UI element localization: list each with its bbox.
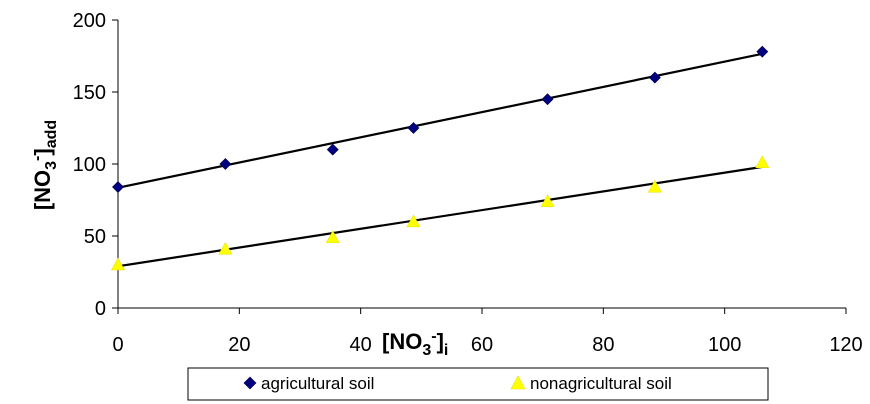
point-series-0	[112, 181, 124, 193]
x-tick-label: 100	[708, 334, 741, 356]
y-axis-label: [NO3-]add	[29, 120, 60, 210]
x-label-tail: i	[444, 342, 448, 359]
trendlines	[117, 52, 763, 268]
legend-label-agricultural: agricultural soil	[261, 374, 374, 393]
point-series-0	[326, 143, 339, 156]
point-series-0	[648, 71, 661, 84]
y-tick-labels: 0 50 100 150 200	[73, 10, 106, 320]
point-series-0	[756, 45, 769, 58]
x-axis-label: [NO3-]i	[382, 328, 448, 359]
x-tick-label: 40	[350, 334, 372, 356]
x-label-main: [NO	[382, 329, 422, 354]
legend-label-nonagricultural: nonagricultural soil	[530, 374, 672, 393]
y-tick-label: 150	[73, 82, 106, 104]
legend-marker-agricultural	[243, 376, 257, 390]
y-label-tail: add	[43, 120, 60, 148]
y-tick-label: 50	[84, 226, 106, 248]
markers	[110, 45, 770, 271]
x-label-sub: 3	[422, 342, 431, 359]
x-tick-label: 20	[228, 334, 250, 356]
y-label-close: ]	[30, 148, 55, 155]
legend-box	[187, 367, 769, 401]
trendline-series-1	[117, 165, 763, 268]
y-label-sup: -	[29, 156, 46, 161]
point-series-1	[218, 241, 233, 255]
point-series-1	[755, 155, 770, 169]
y-tick-label: 100	[73, 154, 106, 176]
x-tick-label: 0	[112, 334, 123, 356]
point-series-0	[541, 93, 554, 106]
x-tick-label: 80	[592, 334, 614, 356]
y-label-main: [NO	[30, 170, 55, 210]
y-tick-label: 0	[95, 298, 106, 320]
point-series-1	[110, 257, 126, 271]
trendline-series-0	[117, 52, 763, 189]
point-series-1	[406, 214, 421, 228]
point-series-0	[219, 158, 232, 170]
y-label-sub: 3	[43, 161, 60, 170]
x-label-sup: -	[431, 328, 436, 345]
point-series-0	[407, 122, 420, 134]
point-series-1	[647, 179, 662, 193]
y-tick-label: 200	[73, 10, 106, 32]
x-label-close: ]	[437, 329, 444, 354]
legend: agricultural soil nonagricultural soil	[187, 367, 769, 401]
legend-marker-nonagricultural	[510, 375, 526, 390]
point-series-1	[325, 230, 340, 243]
x-tick-label: 60	[471, 334, 493, 356]
x-tick-labels: 0 20 40 60 80 100 120	[112, 334, 862, 356]
x-tick-label: 120	[829, 334, 862, 356]
point-series-1	[540, 194, 555, 207]
